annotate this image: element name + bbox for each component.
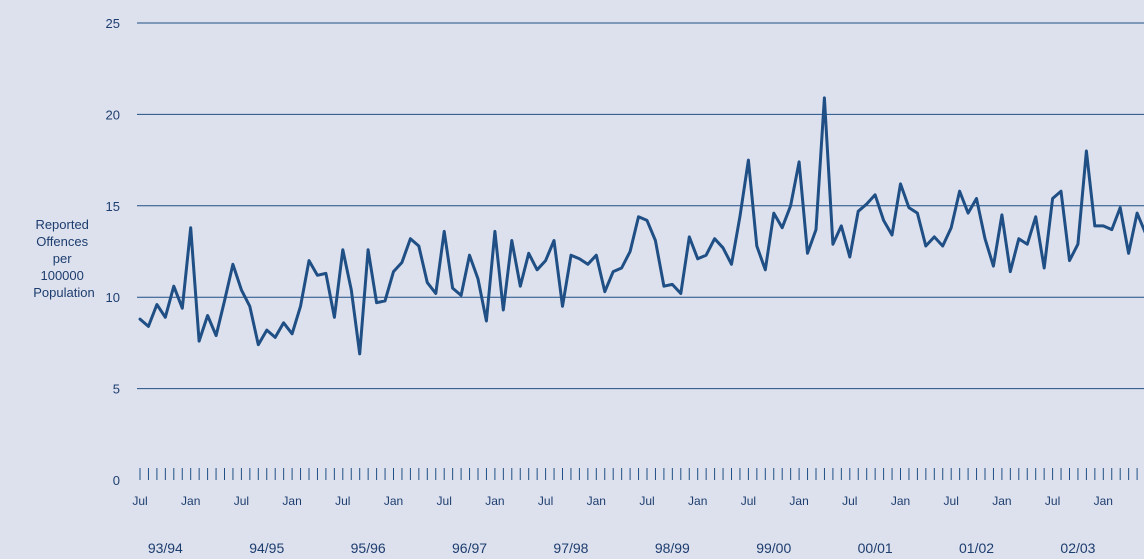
x-month-label: Jul: [639, 494, 654, 508]
x-year-label: 99/00: [756, 540, 791, 556]
x-month-label: Jul: [437, 494, 452, 508]
x-year-label: 95/96: [351, 540, 386, 556]
y-tick-label-15: 15: [106, 199, 120, 214]
y-tick-label-0: 0: [113, 473, 120, 488]
x-month-label: Jul: [944, 494, 959, 508]
x-month-label: Jul: [538, 494, 553, 508]
x-axis-ticks: [139, 468, 1138, 480]
x-month-label: Jul: [132, 494, 147, 508]
series-group: [138, 96, 1144, 356]
y-tick-label-20: 20: [106, 107, 120, 122]
x-month-label: Jul: [335, 494, 350, 508]
x-month-label: Jan: [181, 494, 200, 508]
gridlines: [137, 22, 1144, 390]
x-year-label: 96/97: [452, 540, 487, 556]
x-month-label: Jan: [587, 494, 606, 508]
x-year-label: 00/01: [858, 540, 893, 556]
x-year-label: 97/98: [553, 540, 588, 556]
x-month-label: Jan: [1094, 494, 1113, 508]
series-line: [138, 96, 1144, 356]
x-year-label: 94/95: [249, 540, 284, 556]
y-axis: 0 5 10 15 20 25: [106, 16, 120, 488]
y-axis-label-line-3: per: [53, 251, 72, 266]
x-month-label: Jan: [789, 494, 808, 508]
y-tick-label-5: 5: [113, 382, 120, 397]
x-year-label: 01/02: [959, 540, 994, 556]
x-month-label: Jan: [891, 494, 910, 508]
y-tick-label-25: 25: [106, 16, 120, 31]
x-month-label: Jan: [384, 494, 403, 508]
x-year-label: 93/94: [148, 540, 183, 556]
x-year-label: 98/99: [655, 540, 690, 556]
x-year-label: 02/03: [1060, 540, 1095, 556]
x-month-label: Jan: [282, 494, 301, 508]
y-axis-label-line-4: 100000: [40, 268, 83, 283]
x-month-label: Jul: [842, 494, 857, 508]
y-tick-label-10: 10: [106, 290, 120, 305]
x-month-label: Jan: [992, 494, 1011, 508]
y-axis-label-line-2: Offences: [36, 234, 88, 249]
x-month-label: Jul: [741, 494, 756, 508]
y-axis-label: Reported Offences per 100000 Population: [33, 217, 94, 300]
y-axis-label-line-1: Reported: [35, 217, 88, 232]
x-month-label: Jan: [485, 494, 504, 508]
x-axis-labels: Jul Jan Jul Jan Jul Jan Jul Jan Jul Jan Jul Jan Jul J…: [132, 494, 1113, 556]
x-month-label: Jul: [234, 494, 249, 508]
x-month-label: Jan: [688, 494, 707, 508]
x-month-label: Jul: [1045, 494, 1060, 508]
y-axis-label-line-5: Population: [33, 285, 94, 300]
